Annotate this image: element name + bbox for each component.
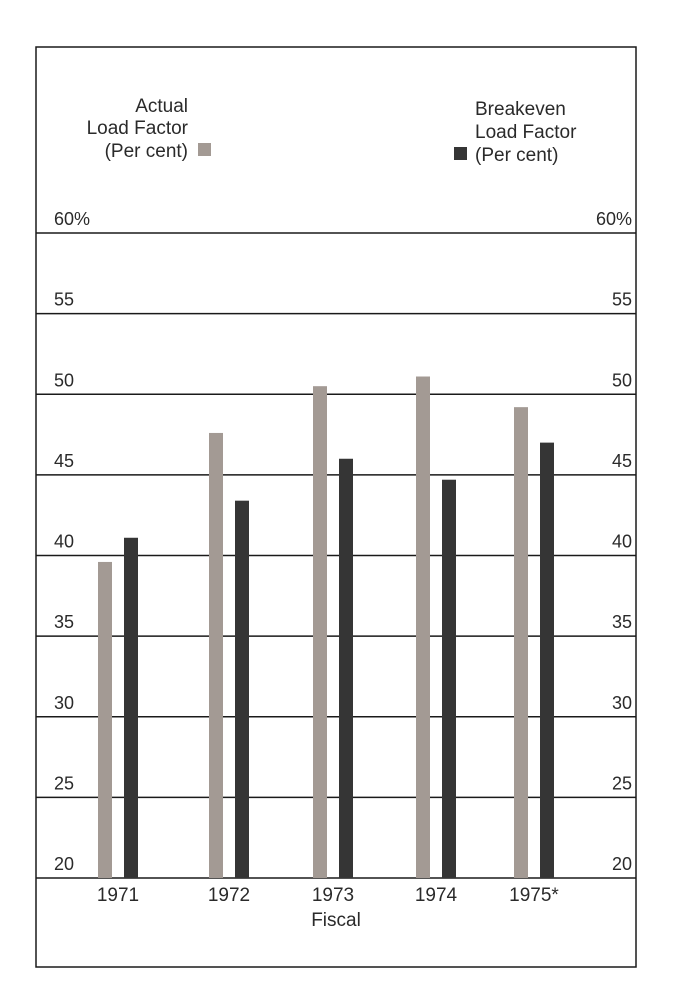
- legend-breakeven: Breakeven Load Factor (Per cent): [454, 99, 577, 166]
- y-axis-right-ticks: 20 25 30 35 40 45 50 55 60%: [596, 209, 632, 874]
- chart-frame: [35, 46, 637, 968]
- legend-actual-line-2: Load Factor: [87, 118, 189, 139]
- legend-breakeven-line-2: Load Factor: [475, 122, 577, 143]
- y-tick-right-4: 40: [612, 532, 632, 552]
- y-tick-right-1: 25: [612, 773, 632, 793]
- bar-breakeven-3: [442, 479, 456, 878]
- y-tick-left-1: 25: [54, 773, 74, 793]
- legend-actual-line-1: Actual: [135, 96, 188, 117]
- x-tick-0: 1971: [97, 885, 139, 906]
- x-axis-title: Fiscal: [311, 910, 361, 931]
- y-tick-left-0: 20: [54, 854, 74, 874]
- y-tick-left-4: 40: [54, 532, 74, 552]
- x-axis-categories: 1971 1972 1973 1974 1975*: [97, 885, 560, 906]
- bar-breakeven-2: [339, 458, 353, 878]
- y-tick-left-2: 30: [54, 693, 74, 713]
- legend-breakeven-line-1: Breakeven: [475, 99, 566, 120]
- legend-actual-swatch: [198, 143, 211, 156]
- y-tick-left-3: 35: [54, 612, 74, 632]
- x-tick-2: 1973: [312, 885, 354, 906]
- y-tick-left-5: 45: [54, 451, 74, 471]
- bars: [98, 376, 554, 878]
- y-tick-left-7: 55: [54, 290, 74, 310]
- y-tick-right-6: 50: [612, 370, 632, 390]
- y-tick-left-8: 60%: [54, 209, 90, 229]
- y-tick-left-6: 50: [54, 370, 74, 390]
- bar-breakeven-1: [235, 500, 249, 878]
- legend-actual: Actual Load Factor (Per cent): [87, 96, 211, 162]
- y-tick-right-5: 45: [612, 451, 632, 471]
- y-tick-right-7: 55: [612, 290, 632, 310]
- bar-actual-3: [416, 376, 430, 878]
- bar-actual-0: [98, 561, 112, 878]
- y-tick-right-2: 30: [612, 693, 632, 713]
- bar-actual-1: [209, 432, 223, 878]
- y-tick-right-0: 20: [612, 854, 632, 874]
- bar-actual-2: [313, 386, 327, 878]
- legend-actual-line-3: (Per cent): [105, 141, 188, 162]
- x-tick-1: 1972: [208, 885, 250, 906]
- y-tick-right-3: 35: [612, 612, 632, 632]
- x-tick-3: 1974: [415, 885, 458, 906]
- legend-breakeven-swatch: [454, 147, 467, 160]
- x-tick-4: 1975*: [509, 885, 559, 906]
- y-axis-left-ticks: 20 25 30 35 40 45 50 55 60%: [54, 209, 90, 874]
- bar-breakeven-0: [124, 537, 138, 878]
- bar-breakeven-4: [540, 442, 554, 878]
- bar-actual-4: [514, 407, 528, 878]
- legend-breakeven-line-3: (Per cent): [475, 145, 558, 166]
- y-tick-right-8: 60%: [596, 209, 632, 229]
